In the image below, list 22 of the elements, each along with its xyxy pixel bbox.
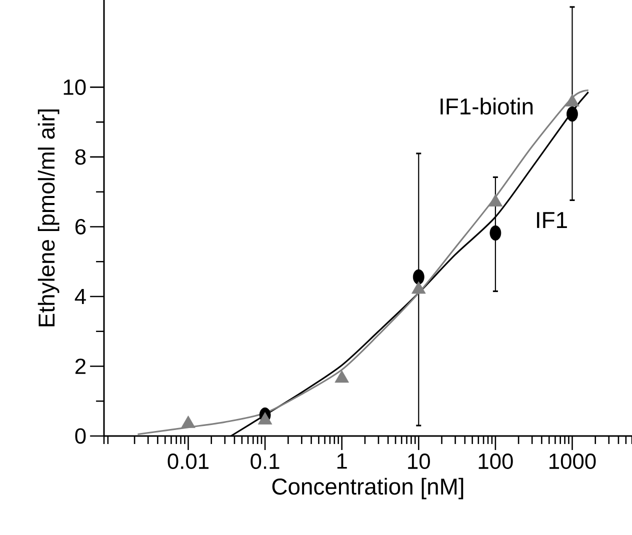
- y-tick-label: 10: [64, 79, 86, 95]
- y-axis-title: Ethylene [pmol/ml air]: [38, 110, 60, 326]
- y-tick-label: 4: [74, 288, 86, 304]
- point: [334, 370, 349, 383]
- x-tick-label: 0.01: [168, 454, 208, 470]
- y-tick-label: 8: [75, 149, 86, 165]
- x-tick-label: 10: [408, 454, 430, 470]
- point: [258, 412, 272, 425]
- y-tick-label: 2: [75, 358, 86, 374]
- series-label: IF1: [537, 212, 567, 228]
- x-tick-label: 1: [337, 454, 347, 469]
- x-axis-title: Concentration [nM]: [272, 478, 464, 500]
- x-tick-label: 1000: [550, 454, 596, 470]
- point: [488, 194, 503, 206]
- series-label: IF1-biotin: [440, 98, 533, 115]
- point: [181, 416, 196, 428]
- x-tick-label: 100: [478, 454, 513, 470]
- point: [565, 94, 580, 106]
- y-tick-label: 0: [75, 428, 86, 444]
- point: [412, 281, 426, 294]
- x-tick-label: 0.1: [250, 454, 280, 470]
- y-tick-label: 6: [75, 218, 86, 234]
